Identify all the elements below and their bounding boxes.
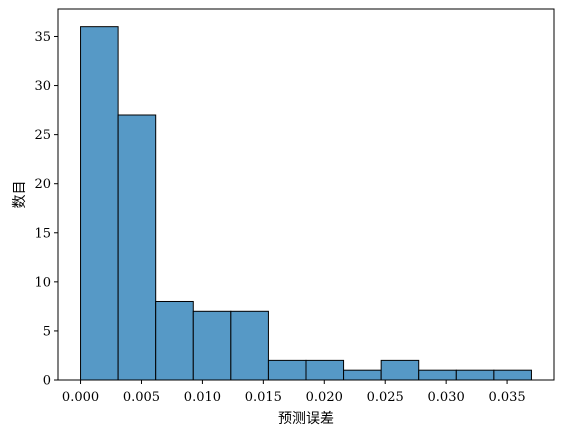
plot-frame xyxy=(57,8,555,381)
y-tick-label: 15 xyxy=(34,226,51,241)
y-tick-label: 5 xyxy=(43,324,51,339)
x-tick-label: 0.030 xyxy=(428,390,465,405)
y-tick-label: 20 xyxy=(34,177,51,192)
histogram-bar xyxy=(305,359,345,381)
histogram-bar xyxy=(418,369,457,381)
x-tick-label: 0.020 xyxy=(306,390,343,405)
x-ticks: 0.000 0.005 0.010 0.015 0.020 0.025 0.030 0.035 xyxy=(62,380,526,405)
histogram-bar xyxy=(493,369,532,381)
y-tick-label: 10 xyxy=(34,275,51,290)
y-tick-label: 25 xyxy=(34,128,51,143)
y-tick-label: 35 xyxy=(34,30,51,45)
histogram-bar xyxy=(117,114,157,381)
y-axis-label: 数目 xyxy=(12,181,28,209)
histogram-bar xyxy=(343,369,382,381)
x-tick-label: 0.025 xyxy=(367,390,404,405)
x-tick-label: 0.015 xyxy=(245,390,282,405)
bars-group xyxy=(80,26,532,381)
histogram-bar xyxy=(380,359,420,381)
x-tick-label: 0.000 xyxy=(62,390,99,405)
y-tick-label: 30 xyxy=(34,79,51,94)
x-tick-label: 0.005 xyxy=(123,390,160,405)
x-tick-label: 0.035 xyxy=(488,390,525,405)
y-ticks: 0 5 10 15 20 25 30 35 xyxy=(34,30,58,389)
histogram-bar xyxy=(230,310,269,381)
histogram-bar xyxy=(155,300,194,381)
histogram-bar xyxy=(455,369,495,381)
histogram-bar xyxy=(80,26,119,381)
histogram-bar xyxy=(192,310,232,381)
y-tick-label: 0 xyxy=(43,374,51,389)
x-tick-label: 0.010 xyxy=(184,390,221,405)
histogram-bar xyxy=(267,359,307,381)
x-axis-label: 预测误差 xyxy=(278,411,334,427)
